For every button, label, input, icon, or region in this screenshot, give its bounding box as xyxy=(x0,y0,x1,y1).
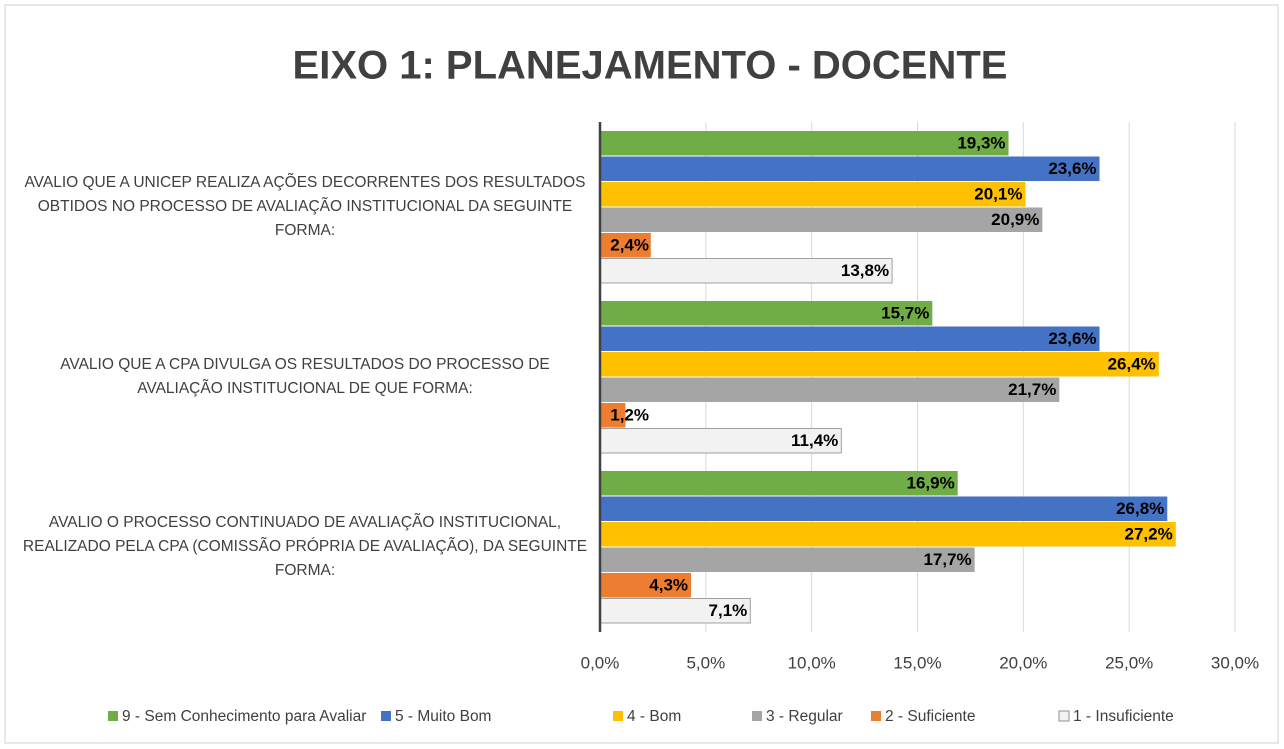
legend-swatch xyxy=(752,711,762,721)
bar xyxy=(600,182,1026,207)
value-label: 15,7% xyxy=(881,304,929,323)
x-tick-label: 10,0% xyxy=(788,653,836,672)
value-label: 1,2% xyxy=(610,406,649,425)
value-label: 7,1% xyxy=(709,601,748,620)
bar xyxy=(600,207,1043,232)
x-tick-label: 0,0% xyxy=(581,653,620,672)
bar xyxy=(599,598,751,624)
category-label: AVALIO QUE A CPA DIVULGA OS RESULTADOS D… xyxy=(60,356,550,397)
x-tick-label: 5,0% xyxy=(686,653,725,672)
legend-swatch xyxy=(1058,710,1070,722)
bar xyxy=(600,301,933,326)
bar xyxy=(600,496,1168,521)
legend-label: 1 - Insuficiente xyxy=(1073,708,1174,725)
legend-label: 4 - Bom xyxy=(627,708,681,725)
x-tick-label: 25,0% xyxy=(1105,653,1153,672)
value-label: 23,6% xyxy=(1048,329,1096,348)
value-label: 19,3% xyxy=(957,134,1005,153)
bar xyxy=(600,131,1009,156)
bar xyxy=(600,573,692,598)
value-label: 26,4% xyxy=(1108,355,1156,374)
legend-label: 9 - Sem Conhecimento para Avaliar xyxy=(122,708,366,725)
x-tick-label: 30,0% xyxy=(1211,653,1259,672)
chart-title: EIXO 1: PLANEJAMENTO - DOCENTE xyxy=(293,44,1008,88)
bar xyxy=(600,233,651,258)
value-label: 13,8% xyxy=(841,261,889,280)
bar xyxy=(600,326,1100,351)
legend-label: 3 - Regular xyxy=(766,708,843,725)
bar xyxy=(600,156,1100,181)
x-tick-label: 20,0% xyxy=(999,653,1047,672)
value-label: 11,4% xyxy=(791,431,838,450)
value-label: 26,8% xyxy=(1116,499,1164,518)
legend-swatch xyxy=(108,711,118,721)
value-label: 16,9% xyxy=(907,474,955,493)
bar xyxy=(600,352,1159,377)
bar xyxy=(600,377,1060,402)
category-label: AVALIO QUE A UNICEP REALIZA AÇÕES DECORR… xyxy=(24,174,586,239)
legend-swatch xyxy=(381,711,391,721)
legend-label: 5 - Muito Bom xyxy=(395,708,491,725)
bar xyxy=(600,403,626,428)
bar xyxy=(600,547,975,572)
value-label: 17,7% xyxy=(923,550,971,569)
value-label: 21,7% xyxy=(1008,380,1056,399)
legend-label: 2 - Suficiente xyxy=(885,708,975,725)
value-label: 23,6% xyxy=(1048,159,1096,178)
x-tick-label: 15,0% xyxy=(893,653,941,672)
value-label: 20,1% xyxy=(974,185,1022,204)
value-label: 4,3% xyxy=(649,576,688,595)
legend-swatch xyxy=(613,711,623,721)
bar xyxy=(600,471,958,496)
category-label: AVALIO O PROCESSO CONTINUADO DE AVALIAÇÃ… xyxy=(22,514,588,579)
legend-swatch xyxy=(871,711,881,721)
value-label: 27,2% xyxy=(1125,525,1173,544)
value-label: 20,9% xyxy=(991,210,1039,229)
value-label: 2,4% xyxy=(610,236,649,255)
bar xyxy=(599,428,842,454)
bar xyxy=(600,522,1176,547)
